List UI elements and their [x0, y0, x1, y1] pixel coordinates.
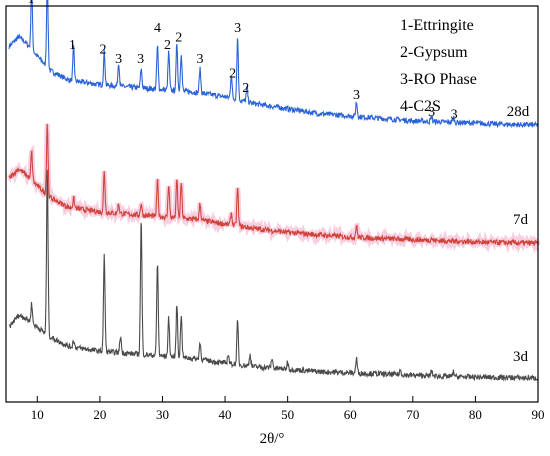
peak-label: 2	[242, 81, 249, 96]
legend-entry-gypsum: 2-Gypsum	[400, 44, 468, 61]
x-axis-label: 2θ/°	[260, 431, 285, 447]
legend: 1-Ettringite 2-Gypsum 3-RO Phase 4-C2S	[400, 17, 477, 115]
series-curves	[7, 0, 541, 382]
series-label-28d: 28d	[507, 104, 530, 120]
peak-label: 3	[428, 105, 435, 120]
x-axis-ticks: 10 20 30 40 50 60 70 80 90	[31, 396, 545, 422]
peak-label: 3	[137, 52, 144, 67]
peak-label: 3	[451, 107, 458, 122]
series-labels: 28d 7d 3d	[507, 104, 530, 365]
peak-label: 1	[69, 38, 76, 53]
x-tick-label: 50	[281, 407, 294, 422]
series-halo-7d	[7, 123, 541, 254]
peak-label: 3	[197, 52, 204, 67]
series-label-3d: 3d	[513, 349, 529, 365]
peak-label: 2	[229, 67, 236, 82]
peak-label: 2	[175, 31, 182, 46]
peak-label: 1	[28, 0, 35, 7]
legend-entry-ro-phase: 3-RO Phase	[400, 71, 477, 88]
x-tick-label: 30	[156, 407, 169, 422]
series-line-7d	[8, 123, 539, 247]
x-tick-label: 40	[219, 407, 232, 422]
plot-frame	[5, 5, 539, 403]
series-line-28d	[8, 0, 539, 129]
series-label-7d: 7d	[513, 212, 529, 228]
x-tick-label: 10	[31, 407, 44, 422]
x-tick-label: 90	[532, 407, 545, 422]
x-tick-label: 20	[93, 407, 106, 422]
peak-label: 3	[353, 88, 360, 103]
legend-entry-c2s: 4-C2S	[400, 98, 441, 115]
peak-label: 2	[164, 38, 171, 53]
x-tick-label: 80	[469, 407, 482, 422]
legend-entry-ettringite: 1-Ettringite	[400, 17, 474, 34]
peak-label: 3	[234, 21, 241, 36]
peak-label: 4	[154, 21, 161, 36]
x-tick-label: 60	[344, 407, 357, 422]
peak-label: 3	[115, 52, 122, 67]
x-tick-label: 70	[406, 407, 419, 422]
peak-annotations: 1212334223322333	[28, 0, 458, 122]
peak-label: 2	[100, 43, 107, 58]
series-line-3d	[8, 169, 539, 382]
